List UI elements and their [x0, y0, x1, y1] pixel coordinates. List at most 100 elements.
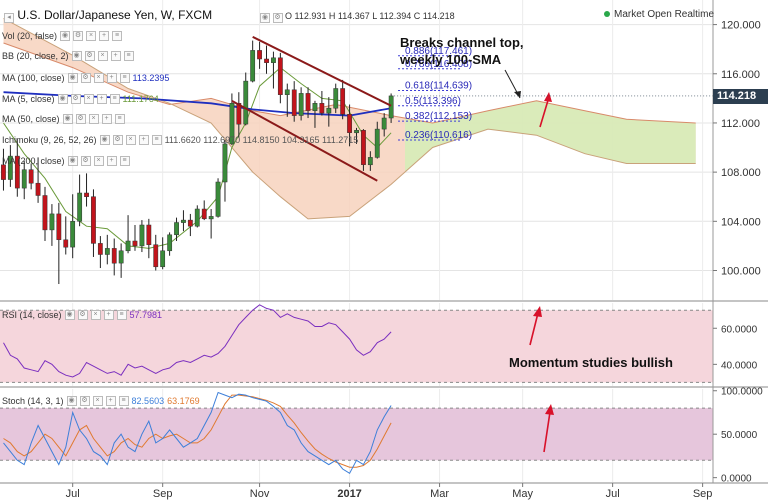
indicator-bb[interactable]: BB (20, close, 2) ◉ ⚙ × + ≡	[2, 51, 134, 61]
eye-icon[interactable]: ◉	[64, 310, 75, 320]
more-icon[interactable]: ≡	[114, 114, 125, 124]
add-icon[interactable]: +	[106, 73, 117, 83]
indicator-ichimoku[interactable]: Ichimoku (9, 26, 52, 26) ◉ ⚙ × + ≡ 111.6620 …	[2, 135, 359, 145]
collapse-icon[interactable]: ◂	[4, 13, 14, 23]
indicator-ma50[interactable]: MA (50, close) ◉ ⚙ × + ≡	[2, 114, 125, 124]
chart-title: ◂ U.S. Dollar/Japanese Yen, W, FXCM	[4, 8, 212, 23]
candle	[347, 114, 352, 133]
close-icon[interactable]: ×	[93, 73, 104, 83]
candle	[250, 50, 256, 82]
settings-icon[interactable]: ⚙	[79, 396, 90, 406]
close-icon[interactable]: ×	[90, 310, 101, 320]
bullish-arrow	[529, 312, 539, 346]
rsi-panel: Momentum studies bullish	[0, 303, 768, 388]
candle	[326, 107, 332, 114]
settings-icon[interactable]: ⚙	[80, 73, 91, 83]
candle	[167, 234, 173, 252]
fib-level-label: 0.886(117.461)	[405, 46, 472, 57]
candle	[236, 103, 242, 125]
indicator-ma5[interactable]: MA (5, close) ◉ ⚙ × + ≡ 111.1764	[2, 94, 159, 104]
eye-icon[interactable]: ◉	[60, 31, 71, 41]
stoch-band	[0, 408, 713, 461]
settings-icon[interactable]: ⚙	[84, 51, 95, 61]
add-icon[interactable]: +	[105, 396, 116, 406]
fib-level-label: 0.236(110.616)	[405, 130, 472, 141]
candle	[319, 103, 325, 114]
eye-icon[interactable]: ◉	[66, 396, 77, 406]
candle	[181, 219, 186, 223]
eye-icon[interactable]: ◉	[62, 114, 73, 124]
more-icon[interactable]: ≡	[123, 51, 134, 61]
candle	[118, 250, 124, 264]
eye-icon[interactable]: ◉	[260, 13, 270, 23]
settings-icon[interactable]: ⚙	[70, 94, 81, 104]
annotation-pointer-head	[514, 91, 521, 98]
price-axis-label: 112.000	[721, 118, 760, 130]
candle	[298, 93, 304, 116]
eye-icon[interactable]: ◉	[67, 156, 78, 166]
add-icon[interactable]: +	[103, 310, 114, 320]
close-icon[interactable]: ×	[92, 396, 103, 406]
settings-icon[interactable]: ⚙	[75, 114, 86, 124]
close-icon[interactable]: ×	[93, 156, 104, 166]
indicator-stoch[interactable]: Stoch (14, 3, 1) ◉ ⚙ × + ≡ 82.5603 63.1769	[2, 396, 200, 406]
indicator-vol[interactable]: Vol (20, false) ◉ ⚙ × + ≡	[2, 31, 123, 41]
candle	[28, 169, 34, 184]
candle	[284, 89, 290, 95]
eye-icon[interactable]: ◉	[67, 73, 78, 83]
more-icon[interactable]: ≡	[112, 31, 123, 41]
candle	[14, 155, 20, 189]
candle	[374, 128, 380, 158]
more-icon[interactable]: ≡	[118, 396, 129, 406]
more-icon[interactable]: ≡	[109, 94, 120, 104]
add-icon[interactable]: +	[99, 31, 110, 41]
more-icon[interactable]: ≡	[151, 135, 162, 145]
candle	[291, 89, 297, 116]
more-icon[interactable]: ≡	[116, 310, 127, 320]
price-axis-label: 120.000	[721, 20, 761, 32]
rsi-value: 57.7981	[129, 310, 163, 320]
more-icon[interactable]: ≡	[119, 156, 130, 166]
add-icon[interactable]: +	[96, 94, 107, 104]
close-icon[interactable]: ×	[86, 31, 97, 41]
time-axis-label: Jul	[606, 488, 620, 500]
close-icon[interactable]: ×	[97, 51, 108, 61]
indicator-ma100[interactable]: MA (100, close) ◉ ⚙ × + ≡ 113.2395	[2, 73, 170, 83]
candle	[187, 219, 193, 227]
more-icon[interactable]: ≡	[119, 73, 130, 83]
candle	[153, 244, 159, 268]
price-axis-label: 100.000	[721, 265, 761, 277]
candle	[56, 213, 62, 240]
ohlc-readout: ◉ ⚙ O 112.931 H 114.367 L 112.394 C 114.…	[260, 11, 455, 23]
bullish-arrow-head	[544, 92, 552, 102]
candle	[1, 164, 6, 180]
indicator-rsi[interactable]: RSI (14, close) ◉ ⚙ × + ≡ 57.7981	[2, 310, 163, 320]
channel-lower-line	[231, 99, 378, 182]
eye-icon[interactable]: ◉	[57, 94, 68, 104]
time-axis-label: May	[512, 488, 533, 500]
settings-icon[interactable]: ⚙	[73, 31, 84, 41]
add-icon[interactable]: +	[138, 135, 149, 145]
candle	[111, 248, 117, 264]
time-axis-label: 2017	[337, 488, 361, 500]
candle	[222, 143, 228, 183]
candle	[277, 57, 283, 95]
rsi-axis-label: 60.0000	[721, 324, 758, 335]
eye-icon[interactable]: ◉	[71, 51, 82, 61]
fib-level-label: 0.5(113.396)	[405, 96, 461, 107]
close-icon[interactable]: ×	[88, 114, 99, 124]
annotation-text: Momentum studies bullish	[509, 355, 673, 370]
settings-icon[interactable]: ⚙	[80, 156, 91, 166]
add-icon[interactable]: +	[101, 114, 112, 124]
settings-icon[interactable]: ⚙	[77, 310, 88, 320]
candle	[194, 208, 200, 227]
close-icon[interactable]: ×	[125, 135, 136, 145]
eye-icon[interactable]: ◉	[99, 135, 110, 145]
add-icon[interactable]: +	[106, 156, 117, 166]
settings-icon[interactable]: ⚙	[112, 135, 123, 145]
close-icon[interactable]: ×	[83, 94, 94, 104]
add-icon[interactable]: +	[110, 51, 121, 61]
settings-icon[interactable]: ⚙	[272, 13, 283, 23]
indicator-ma2[interactable]: MA (200, close) ◉ ⚙ × + ≡	[2, 156, 130, 166]
candle	[333, 88, 339, 109]
